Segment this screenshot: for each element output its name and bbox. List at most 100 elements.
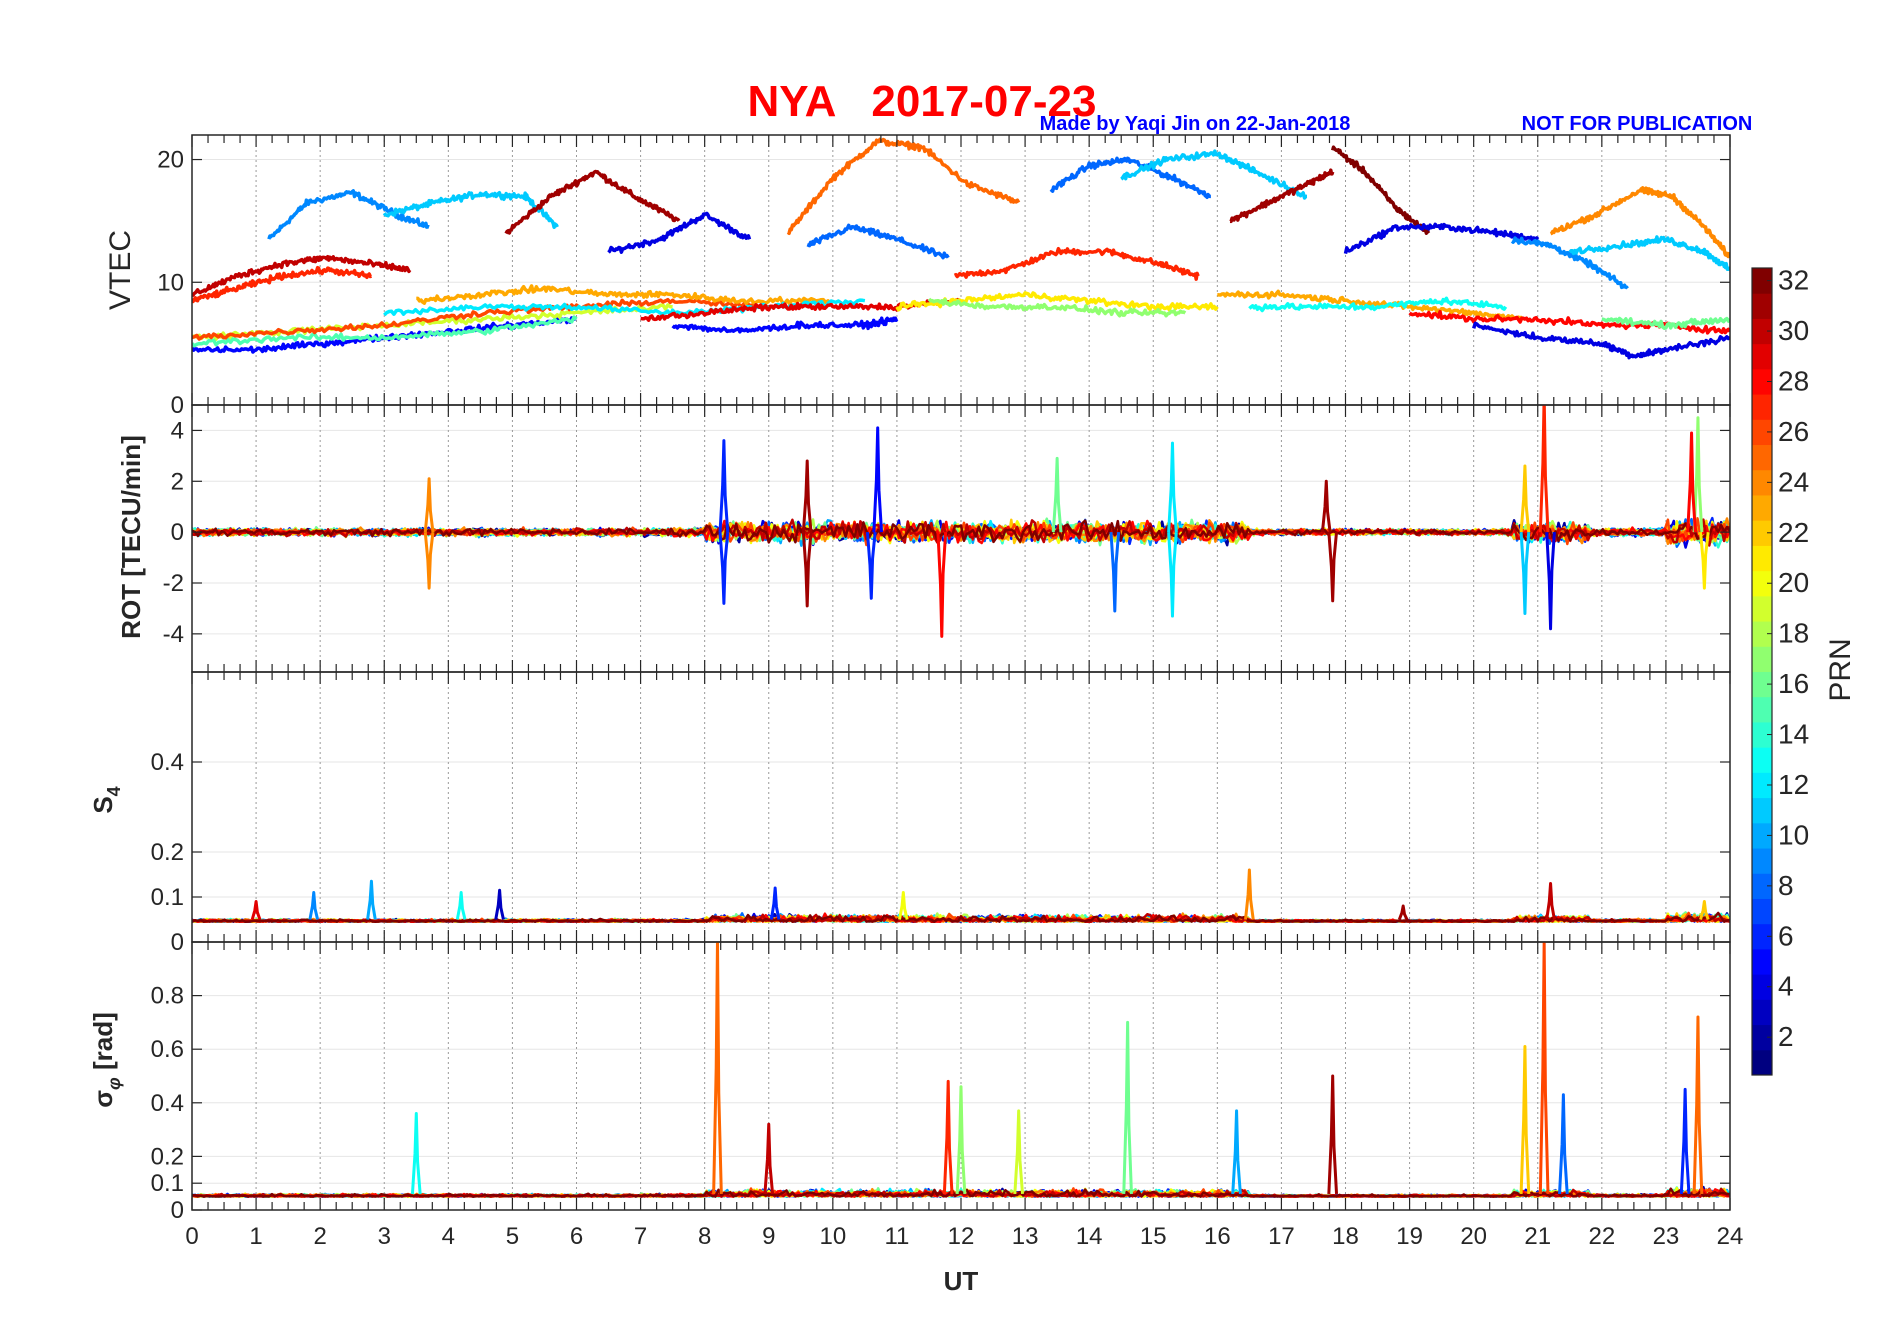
colorbar-swatch xyxy=(1752,1024,1772,1051)
colorbar-swatch xyxy=(1752,923,1772,950)
s4-prn-trace xyxy=(192,911,1730,923)
colorbar-tick-label: 22 xyxy=(1778,517,1809,548)
x-tick-label: 2 xyxy=(313,1223,326,1250)
sigma-ytick-label: 0.1 xyxy=(151,1170,184,1197)
sigma-prn-trace xyxy=(192,1187,1730,1198)
s4-plot-area xyxy=(192,868,1730,923)
colorbar-swatch xyxy=(1752,696,1772,723)
sigma-spike xyxy=(1231,1109,1242,1195)
vtec-series-line xyxy=(1510,236,1629,290)
s4-spike xyxy=(308,891,320,920)
vtec-series-line xyxy=(671,316,899,334)
publication-notice: NOT FOR PUBLICATION xyxy=(1522,113,1753,135)
colorbar-swatch xyxy=(1752,747,1772,773)
sigma-ytick-label: 0.8 xyxy=(151,983,184,1010)
sigma-spike xyxy=(942,1079,954,1195)
s4-ylabel: S4 xyxy=(88,786,124,813)
vtec-series-line xyxy=(786,137,1021,236)
x-axis-label: UT xyxy=(944,1266,979,1296)
x-tick-label: 15 xyxy=(1140,1223,1167,1250)
s4-spike xyxy=(1545,882,1556,920)
vtec-series-line xyxy=(895,291,1219,312)
rot-spike xyxy=(718,532,730,605)
rot-prn-trace xyxy=(192,519,1730,544)
vtec-series-line xyxy=(1217,289,1526,322)
sigma-phi-panel: 00.10.20.40.60.80 1 2 3 4 5 6 7 8 9 10 11 12 13 14 15 16… xyxy=(151,941,1743,1250)
vtec-series-line xyxy=(1472,321,1730,360)
colorbar-tick-label: 24 xyxy=(1778,466,1809,497)
x-tick-label: 6 xyxy=(570,1223,583,1250)
x-tick-label: 9 xyxy=(762,1223,775,1250)
vtec-series-line xyxy=(953,246,1200,281)
vtec-series-line xyxy=(1549,186,1730,259)
vtec-series-line xyxy=(1343,222,1540,254)
colorbar-tick-label: 18 xyxy=(1778,618,1809,649)
vtec-series-line xyxy=(1568,235,1730,272)
colorbar-label: PRN xyxy=(1824,638,1857,701)
sigma-spike xyxy=(1013,1109,1025,1195)
vtec-series-line xyxy=(1049,156,1212,200)
rot-spike xyxy=(1167,532,1178,618)
sigma-spike xyxy=(1558,1093,1569,1195)
x-tick-label: 23 xyxy=(1653,1223,1680,1250)
x-tick-label: 14 xyxy=(1076,1223,1103,1250)
s4-ytick-label: 0.1 xyxy=(151,884,184,911)
s4-panel: 0 0.1 0.2 0.4 xyxy=(151,671,1731,956)
rot-ytick-label: -4 xyxy=(163,621,184,648)
x-tick-label: 12 xyxy=(948,1223,975,1250)
x-tick-label: 5 xyxy=(506,1223,519,1250)
sigma-spike xyxy=(1122,1020,1133,1194)
rot-spike xyxy=(801,459,813,533)
sigma-spike xyxy=(955,1085,967,1195)
colorbar-tick-label: 20 xyxy=(1778,567,1809,598)
colorbar-swatch xyxy=(1752,494,1772,521)
colorbar-swatch xyxy=(1752,520,1772,546)
rot-spike xyxy=(1699,531,1710,590)
s4-spike xyxy=(898,891,909,920)
rot-spike xyxy=(936,532,948,638)
x-tick-label: 0 xyxy=(185,1223,198,1250)
rot-spike xyxy=(801,532,813,608)
s4-spike xyxy=(1699,900,1710,921)
rot-spike xyxy=(1692,416,1704,533)
rot-panel: -4 -2 0 2 4 xyxy=(163,404,1731,673)
s4-ytick-label: 0 xyxy=(171,929,184,956)
s4-spike xyxy=(494,888,505,920)
colorbar-swatch xyxy=(1752,293,1772,319)
vtec-series-line xyxy=(192,265,373,304)
sigma-spike xyxy=(1679,1087,1691,1195)
colorbar-swatch xyxy=(1752,368,1772,395)
sigma-spike xyxy=(763,1122,775,1195)
colorbar-swatch xyxy=(1752,318,1772,345)
colorbar-swatch xyxy=(1752,848,1772,874)
vtec-series-line xyxy=(504,169,681,235)
vtec-series-line xyxy=(1601,316,1730,331)
s4-spike xyxy=(1397,904,1409,921)
vtec-series-line xyxy=(1248,296,1508,313)
x-tick-label: 19 xyxy=(1396,1223,1423,1250)
colorbar-swatch xyxy=(1752,343,1772,370)
vtec-series-line xyxy=(1229,168,1335,224)
colorbar-swatch xyxy=(1752,721,1772,748)
colorbar-tick-label: 12 xyxy=(1778,769,1809,800)
colorbar-swatch xyxy=(1752,469,1772,496)
s4-spike xyxy=(250,900,262,921)
rot-ytick-label: 2 xyxy=(171,468,184,495)
colorbar-tick-label: 16 xyxy=(1778,668,1809,699)
rot-spike xyxy=(1327,532,1339,603)
colorbar-tick-label: 32 xyxy=(1778,265,1809,296)
sigma-plot-area xyxy=(192,942,1730,1198)
x-tick-label: 17 xyxy=(1268,1223,1295,1250)
rot-prn-trace xyxy=(192,518,1730,547)
s4-ytick-label: 0.2 xyxy=(151,839,184,866)
colorbar-swatch xyxy=(1752,999,1772,1026)
x-tick-label: 11 xyxy=(884,1223,909,1250)
s4-spike xyxy=(769,886,781,920)
vtec-series-line xyxy=(192,315,578,348)
sigma-spike xyxy=(712,942,723,1194)
colorbar-tick-label: 2 xyxy=(1778,1021,1794,1052)
colorbar-swatch xyxy=(1752,621,1772,647)
vtec-panel: 0 10 20 xyxy=(157,134,1731,419)
vtec-series-line xyxy=(267,189,431,240)
